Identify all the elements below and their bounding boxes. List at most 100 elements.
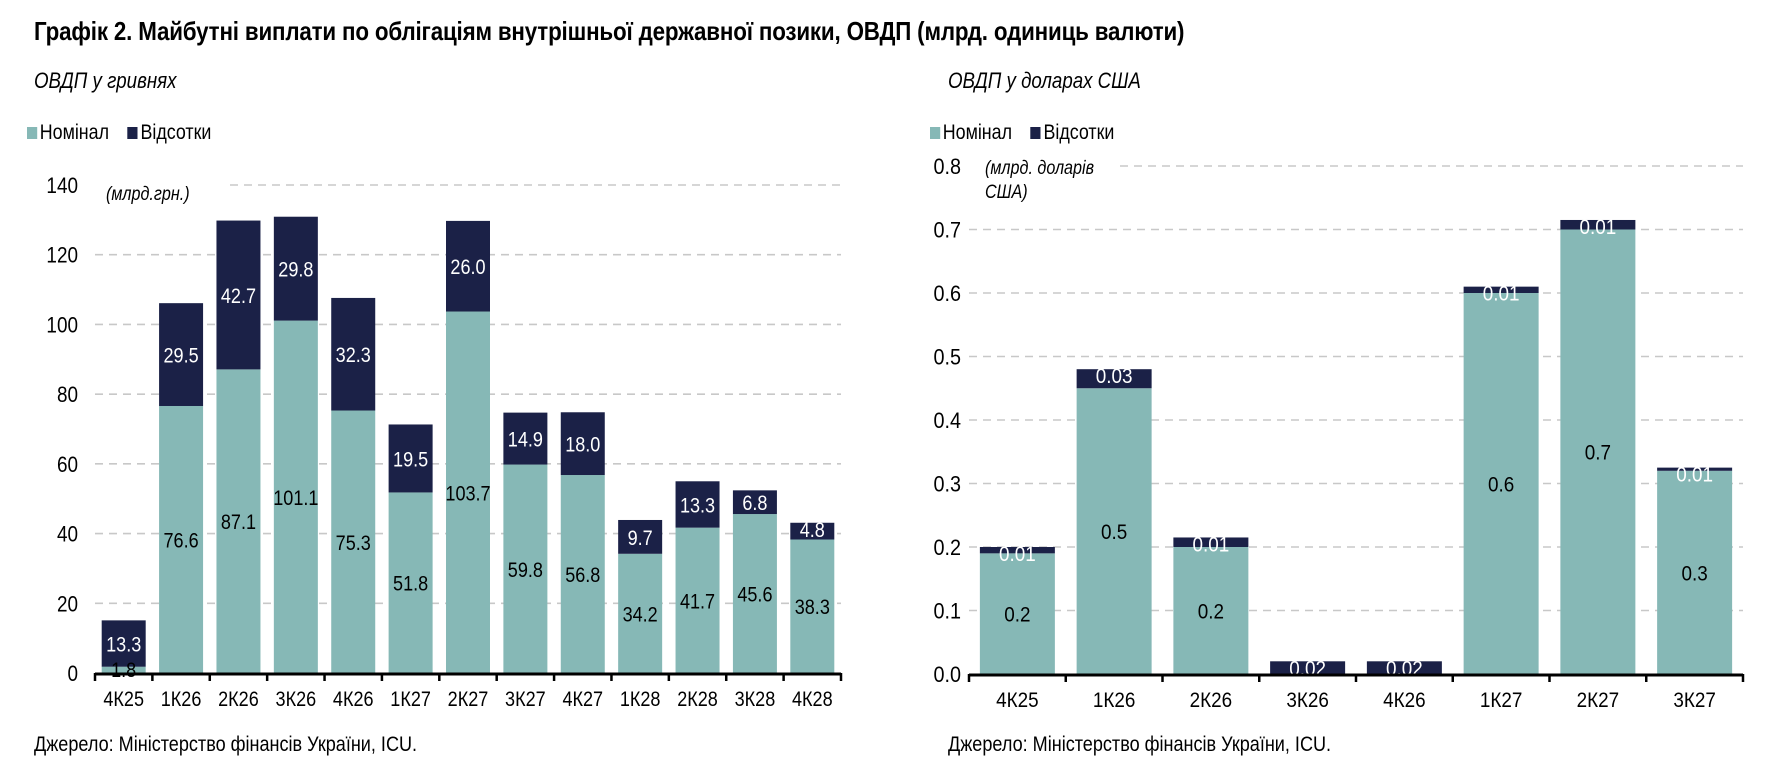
bar-nominal (446, 311, 490, 673)
bar-interest (331, 297, 376, 411)
legend-label-nominal: Номінал (39, 121, 110, 144)
bar-interest (1366, 661, 1442, 674)
bar-interest (216, 220, 261, 370)
legend-swatch-nominal (27, 127, 38, 139)
bar-nominal (675, 527, 720, 673)
y-tick-label: 0.8 (933, 155, 961, 179)
bar-interest (159, 303, 204, 406)
legend-item-nominal: Номінал (27, 121, 109, 145)
unit-label: США) (985, 181, 1028, 203)
bar-interest (101, 620, 146, 667)
y-tick-label: 80 (57, 383, 78, 408)
legend-swatch-interest (1030, 127, 1041, 139)
bar-label-nominal: 0.2 (1004, 604, 1030, 627)
bar-interest (979, 547, 1055, 554)
bar-nominal (331, 410, 376, 673)
x-tick-label: 3К27 (1673, 689, 1716, 712)
x-tick-label: 1К27 (390, 688, 431, 712)
bar-interest (503, 412, 548, 465)
bar-label-interest: 32.3 (336, 344, 371, 368)
bar-nominal (732, 514, 777, 673)
bar-label-nominal: 45.6 (737, 583, 772, 607)
bar-nominal (560, 475, 605, 673)
left-chart-legend: Номінал Відсотки (27, 121, 230, 145)
bar-label-nominal: 103.7 (445, 482, 490, 506)
x-tick-label: 2К28 (677, 688, 718, 712)
bar-label-nominal: 34.2 (623, 603, 658, 627)
y-tick-label: 140 (46, 174, 78, 199)
legend-item-interest: Відсотки (127, 121, 211, 145)
y-tick-label: 60 (57, 453, 78, 478)
bar-interest (790, 522, 835, 540)
bar-nominal (216, 369, 261, 673)
right-chart-legend: Номінал Відсотки (930, 121, 1133, 145)
bar-interest (273, 216, 318, 321)
x-tick-label: 2К26 (218, 688, 259, 712)
x-tick-label: 4К28 (792, 688, 833, 712)
bar-nominal (1560, 229, 1636, 674)
legend-label-interest: Відсотки (1043, 121, 1115, 144)
bar-interest (1463, 286, 1539, 293)
unit-label: (млрд.грн.) (106, 183, 190, 205)
bar-label-interest: 26.0 (450, 256, 485, 280)
bar-label-interest: 0.02 (1289, 657, 1326, 680)
bar-interest (560, 412, 605, 476)
bar-nominal (979, 553, 1055, 674)
bar-label-nominal: 1.8 (111, 659, 136, 683)
bar-nominal (388, 492, 433, 673)
left-chart-subtitle: ОВДП у гривнях (34, 68, 177, 93)
bar-label-interest: 0.01 (1676, 464, 1713, 487)
bar-interest (732, 490, 777, 515)
y-tick-label: 0.5 (933, 346, 961, 370)
bar-label-nominal: 0.7 (1585, 442, 1611, 465)
bar-label-interest: 0.02 (1386, 657, 1423, 680)
legend-item-nominal: Номінал (930, 121, 1012, 145)
bar-label-interest: 29.8 (278, 258, 313, 282)
x-tick-label: 2К26 (1190, 689, 1233, 712)
bar-label-interest: 0.01 (1483, 283, 1520, 306)
bar-label-interest: 0.03 (1096, 365, 1133, 388)
bar-label-interest: 9.7 (628, 527, 653, 551)
bar-nominal (1173, 547, 1249, 674)
x-tick-label: 4К27 (562, 688, 603, 712)
bar-label-interest: 0.01 (1579, 216, 1616, 239)
bar-nominal (1463, 293, 1539, 674)
x-tick-label: 1К27 (1480, 689, 1523, 712)
x-tick-label: 1К28 (620, 688, 661, 712)
legend-item-interest: Відсотки (1030, 121, 1115, 145)
bar-label-nominal: 0.3 (1681, 563, 1707, 586)
x-tick-label: 4К26 (1383, 689, 1426, 712)
y-tick-label: 40 (57, 522, 78, 547)
x-tick-label: 1К26 (1093, 689, 1136, 712)
x-tick-label: 3К26 (276, 688, 317, 712)
bar-interest (1560, 219, 1636, 230)
bar-label-nominal: 51.8 (393, 572, 428, 596)
bar-label-nominal: 38.3 (795, 596, 830, 620)
y-tick-label: 20 (57, 592, 78, 617)
bar-interest (446, 220, 490, 312)
bar-label-nominal: 76.6 (164, 529, 199, 553)
y-tick-label: 0.4 (933, 409, 961, 433)
figure-title: Графік 2. Майбутні виплати по облігаціям… (34, 16, 1185, 46)
y-tick-label: 0.7 (933, 219, 961, 243)
bar-label-interest: 19.5 (393, 448, 428, 472)
y-tick-label: 0.2 (933, 536, 961, 560)
x-tick-label: 4К26 (333, 688, 374, 712)
bar-interest (675, 481, 720, 528)
x-tick-label: 3К28 (735, 688, 776, 712)
legend-swatch-nominal (930, 127, 941, 139)
bar-interest (1657, 467, 1733, 471)
bar-interest (1173, 537, 1249, 547)
bar-nominal (159, 405, 204, 673)
bar-label-interest: 0.01 (1192, 534, 1229, 557)
bar-label-nominal: 59.8 (508, 559, 543, 583)
bar-label-nominal: 41.7 (680, 590, 715, 614)
bar-label-interest: 18.0 (565, 433, 600, 457)
bar-label-nominal: 0.6 (1488, 474, 1514, 497)
y-tick-label: 0.1 (933, 600, 961, 624)
unit-label: (млрд. доларів (985, 157, 1094, 179)
bar-label-nominal: 75.3 (336, 532, 371, 556)
bar-label-interest: 14.9 (508, 428, 543, 452)
y-tick-label: 0 (67, 662, 78, 687)
